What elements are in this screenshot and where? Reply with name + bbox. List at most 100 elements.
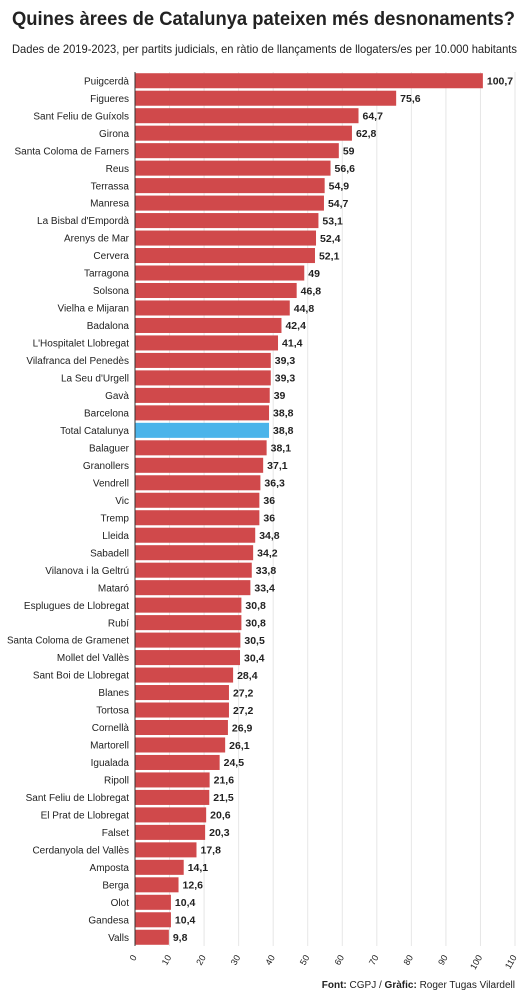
value-label: 49 — [308, 268, 320, 280]
bar — [135, 422, 270, 438]
value-label: 59 — [343, 145, 355, 157]
bar — [135, 405, 270, 421]
bar — [135, 440, 267, 456]
y-tick-label: Valls — [108, 933, 129, 944]
value-label: 42,4 — [285, 320, 306, 332]
value-label: 21,5 — [213, 792, 234, 804]
y-tick-label: Reus — [106, 164, 129, 175]
y-tick-label: Badalona — [87, 321, 130, 332]
value-label: 100,7 — [487, 76, 513, 88]
bar — [135, 213, 319, 229]
value-label: 54,9 — [329, 180, 350, 192]
x-tick-label: 50 — [298, 953, 312, 967]
y-tick-label: Esplugues de Llobregat — [24, 601, 129, 612]
y-tick-label: Igualada — [91, 758, 130, 769]
bar — [135, 685, 229, 701]
bar — [135, 108, 359, 124]
y-tick-label: Lleida — [102, 531, 129, 542]
value-label: 30,4 — [244, 652, 265, 664]
value-label: 9,8 — [173, 932, 188, 944]
y-tick-label: Solsona — [93, 286, 130, 297]
bar — [135, 370, 271, 386]
bar — [135, 510, 260, 526]
y-tick-label: Rubí — [108, 618, 129, 629]
y-tick-label: Vilanova i la Geltrú — [45, 566, 129, 577]
y-tick-label: Vilafranca del Penedès — [26, 356, 129, 367]
x-tick-label: 100 — [468, 953, 484, 971]
footer: Font: CGPJ / Gràfic: Roger Tugas Vilarde… — [322, 980, 515, 991]
y-tick-label: Terrassa — [91, 181, 130, 192]
footer-label: Font: — [322, 980, 347, 991]
y-tick-label: Gandesa — [88, 915, 129, 926]
y-tick-label: Cervera — [93, 251, 129, 262]
footer-credit: Roger Tugas Vilardell — [420, 980, 515, 991]
bar — [135, 335, 279, 351]
y-tick-label: Total Catalunya — [60, 426, 129, 437]
y-tick-label: La Bisbal d'Empordà — [37, 216, 129, 227]
y-tick-label: La Seu d'Urgell — [61, 374, 129, 385]
value-label: 27,2 — [233, 705, 254, 717]
value-label: 17,8 — [200, 845, 221, 857]
x-tick-label: 0 — [128, 953, 139, 962]
bar — [135, 597, 242, 613]
bar — [135, 877, 179, 893]
bar — [135, 178, 325, 194]
bar — [135, 912, 171, 928]
x-tick-label: 80 — [401, 953, 415, 967]
value-label: 28,4 — [237, 670, 258, 682]
y-tick-label: Sant Feliu de Guíxols — [33, 111, 129, 122]
value-label: 34,8 — [259, 530, 280, 542]
value-label: 38,8 — [273, 408, 294, 420]
y-tick-label: Girona — [99, 129, 129, 140]
value-label: 33,8 — [256, 565, 277, 577]
bar — [135, 457, 264, 473]
y-tick-label: Mataró — [98, 583, 130, 594]
bar — [135, 352, 271, 368]
y-tick-label: Santa Coloma de Farners — [14, 146, 129, 157]
value-label: 26,1 — [229, 740, 250, 752]
x-tick-label: 90 — [436, 953, 450, 967]
bar — [135, 73, 483, 89]
bar — [135, 317, 282, 333]
y-tick-label: Mollet del Vallès — [57, 653, 129, 664]
y-tick-label: Vendrell — [93, 478, 129, 489]
bar — [135, 475, 261, 491]
y-tick-label: Olot — [111, 898, 130, 909]
value-label: 39,3 — [275, 355, 296, 367]
bar — [135, 754, 220, 770]
y-tick-label: Sant Boi de Llobregat — [33, 671, 129, 682]
y-tick-label: Barcelona — [84, 409, 129, 420]
y-tick-label: El Prat de Llobregat — [41, 811, 130, 822]
chart-title: Quines àrees de Catalunya pateixen més d… — [12, 9, 515, 30]
value-label: 20,6 — [210, 810, 231, 822]
value-label: 44,8 — [294, 303, 315, 315]
y-tick-label: Martorell — [90, 741, 129, 752]
bar — [135, 492, 260, 508]
bar — [135, 859, 184, 875]
bar — [135, 807, 207, 823]
y-tick-label: Cerdanyola del Vallès — [32, 846, 129, 857]
bar — [135, 545, 254, 561]
y-tick-label: Cornellà — [92, 723, 130, 734]
value-label: 38,1 — [271, 443, 292, 455]
value-label: 64,7 — [363, 110, 384, 122]
value-label: 36 — [263, 495, 275, 507]
x-tick-label: 110 — [503, 953, 519, 970]
bar — [135, 300, 290, 316]
y-tick-label: Vielha e Mijaran — [57, 304, 129, 315]
y-tick-label: Berga — [102, 880, 129, 891]
x-tick-label: 20 — [194, 953, 208, 967]
value-label: 62,8 — [356, 128, 377, 140]
value-label: 39 — [274, 390, 286, 402]
value-label: 30,5 — [244, 635, 265, 647]
y-tick-label: Gavà — [105, 391, 129, 402]
value-label: 14,1 — [188, 862, 209, 874]
value-label: 75,6 — [400, 93, 421, 105]
bar — [135, 562, 252, 578]
bar — [135, 265, 305, 281]
footer-source: CGPJ / — [350, 980, 382, 991]
bar — [135, 772, 210, 788]
value-label: 52,4 — [320, 233, 341, 245]
bar — [135, 143, 339, 159]
